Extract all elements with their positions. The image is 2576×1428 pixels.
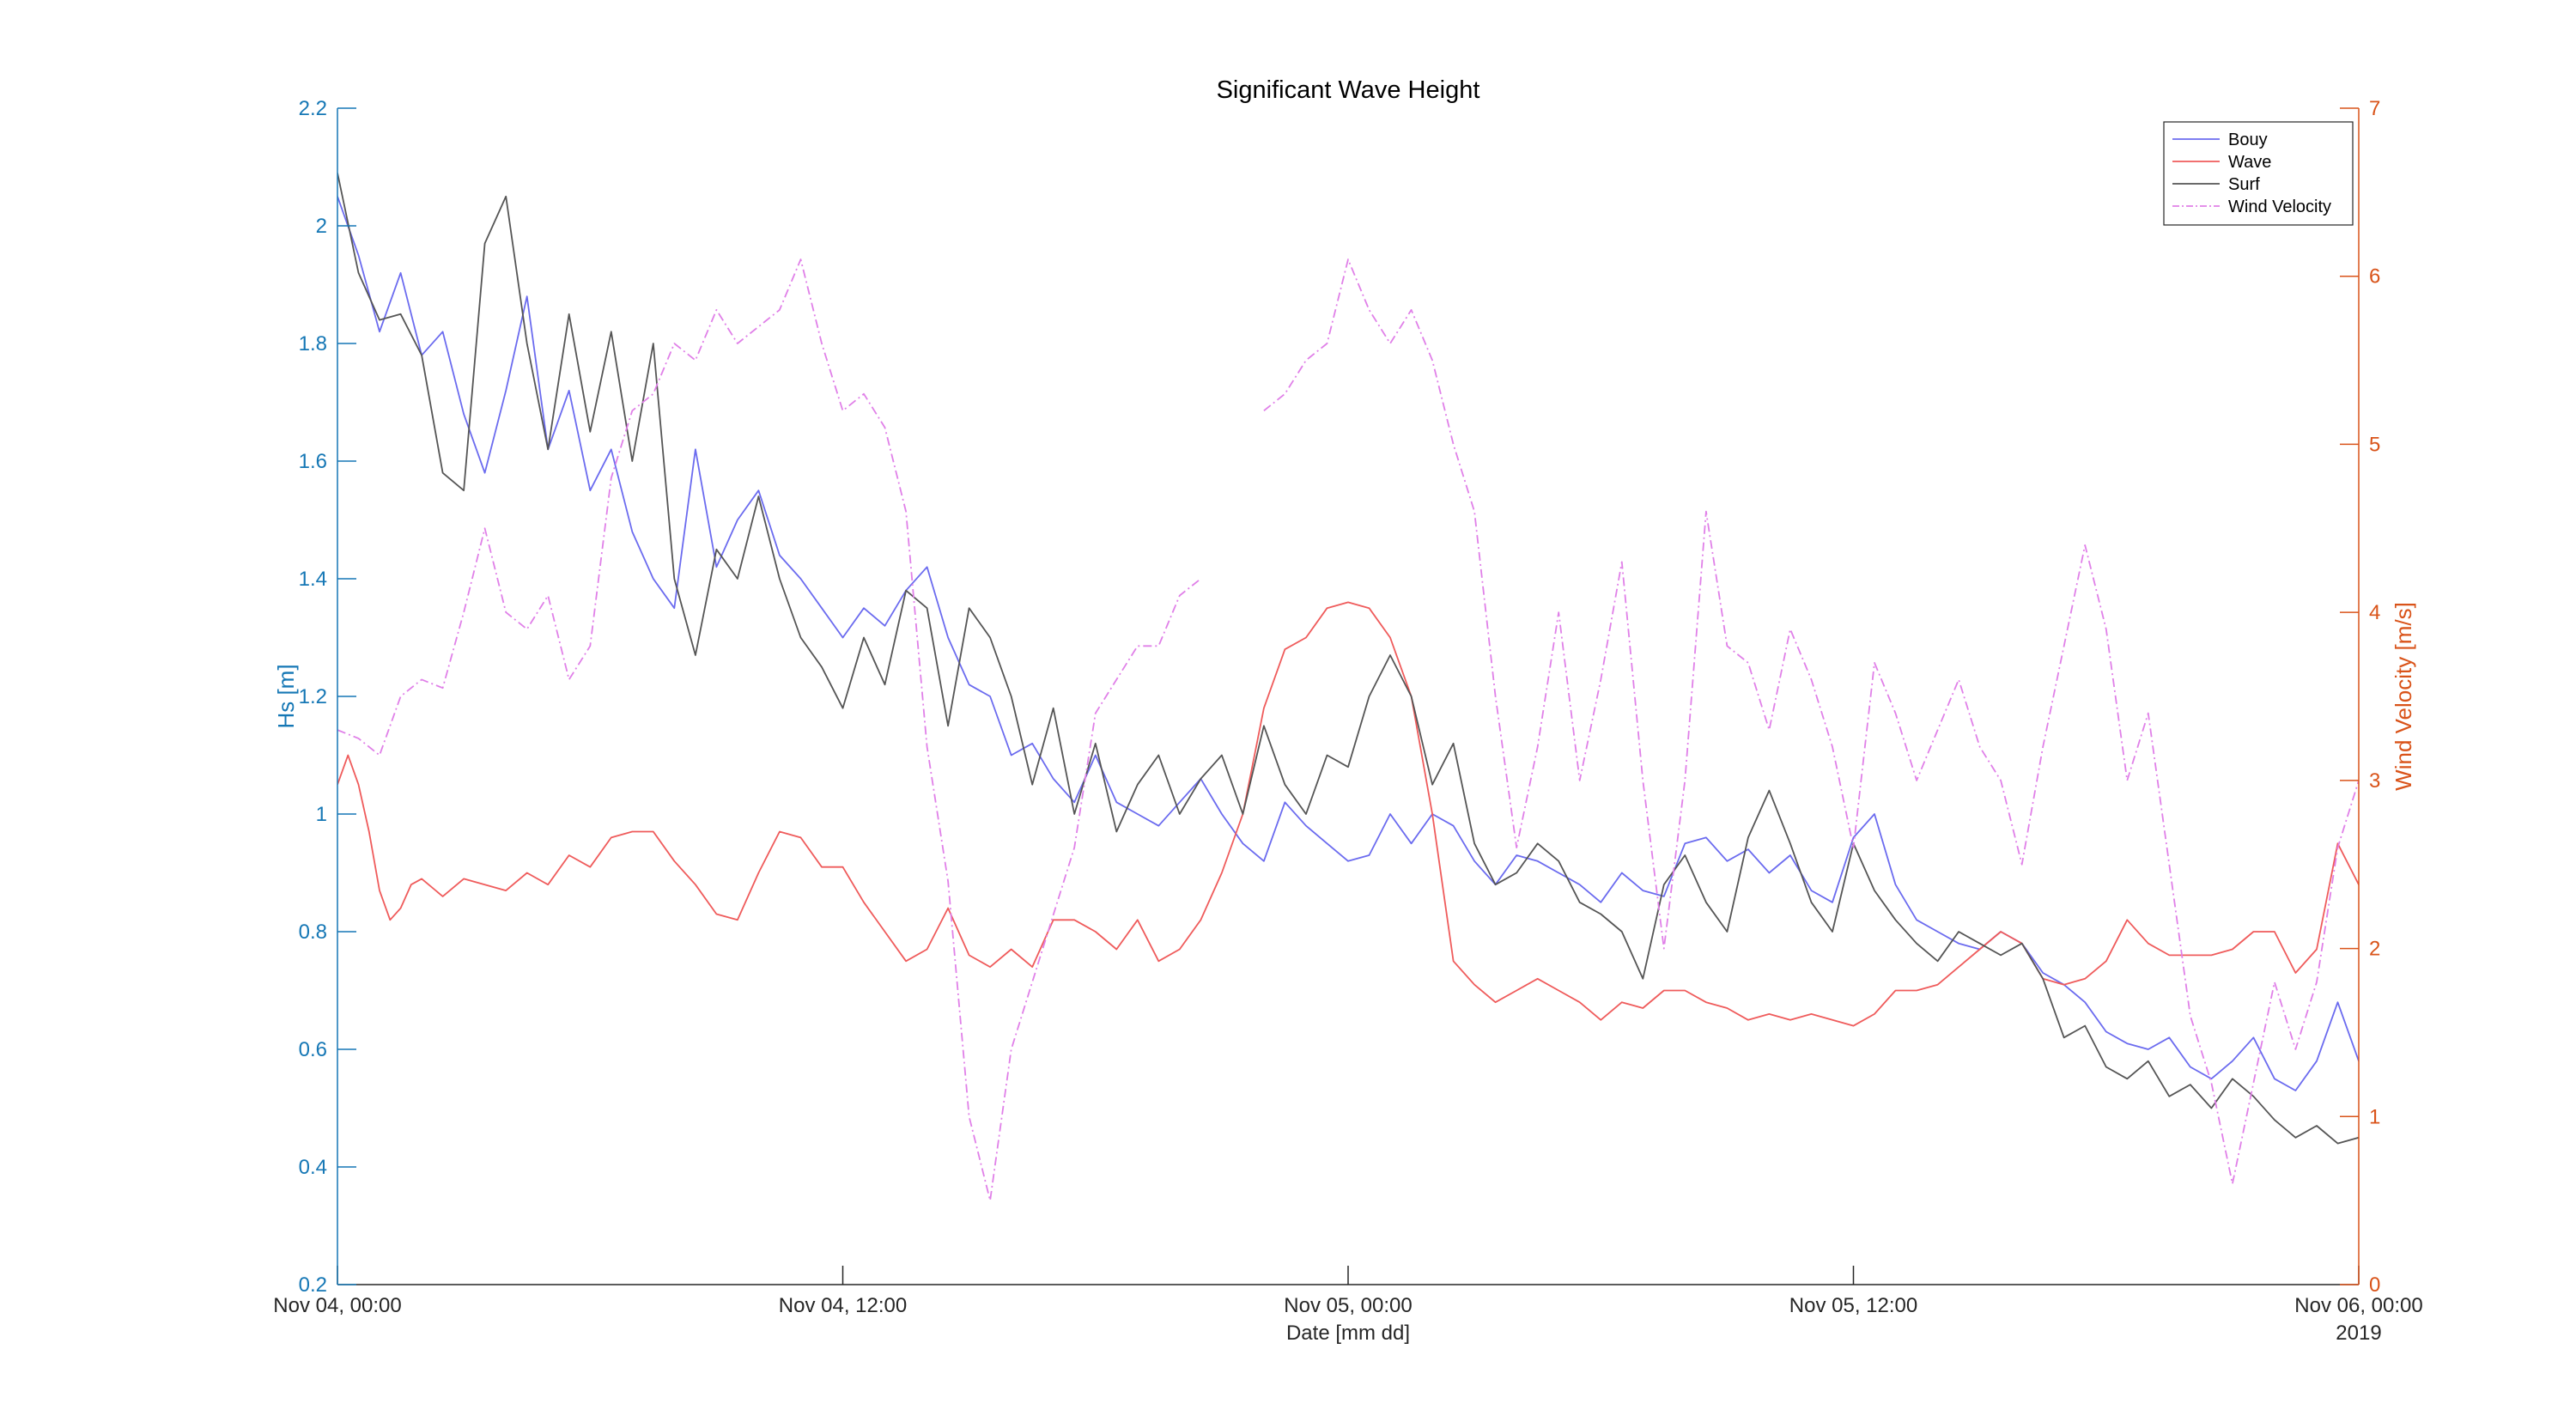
legend-label-bouy: Bouy [2228, 131, 2268, 149]
legend-label-wind-velocity: Wind Velocity [2228, 197, 2331, 216]
left-y-tick-label: 0.6 [299, 1038, 327, 1061]
series-line-wind-velocity-2 [1263, 258, 2359, 1185]
left-y-tick-label: 1.2 [299, 685, 327, 708]
right-y-tick-label: 1 [2369, 1105, 2380, 1128]
series-layer [337, 173, 2359, 1201]
left-y-tick-label: 1.4 [299, 568, 327, 591]
chart-title: Significant Wave Height [1217, 76, 1480, 104]
right-y-tick-label: 6 [2369, 265, 2380, 289]
x-tick-label: Nov 05, 12:00 [1789, 1294, 1917, 1317]
right-y-tick-label: 5 [2369, 433, 2380, 456]
left-y-tick-label: 1 [316, 803, 327, 826]
left-y-tick-label: 0.2 [299, 1273, 327, 1297]
left-y-tick-label: 1.6 [299, 450, 327, 473]
x-tick-label: Nov 05, 00:00 [1284, 1294, 1412, 1317]
x-tick-label: Nov 04, 12:00 [779, 1294, 907, 1317]
left-y-tick-label: 1.8 [299, 332, 327, 355]
series-line-surf [337, 173, 2359, 1145]
left-y-axis-label: Hs [m] [273, 664, 299, 728]
year-label: 2019 [2336, 1322, 2381, 1345]
left-y-tick-label: 0.4 [299, 1156, 327, 1179]
legend[interactable]: Bouy Wave Surf Wind Velocity [2163, 121, 2354, 226]
series-line-wave [337, 601, 2359, 1027]
left-y-tick-label: 2.2 [299, 97, 327, 120]
axes-layer: Nov 04, 00:00 Nov 04, 12:00 Nov 05, 00:00 N… [273, 97, 2423, 1317]
legend-label-wave: Wave [2228, 153, 2271, 172]
x-tick-label: Nov 04, 00:00 [273, 1294, 401, 1317]
left-y-tick-label: 0.8 [299, 921, 327, 944]
x-axis-label: Date [mm dd] [1286, 1322, 1410, 1345]
right-y-tick-label: 7 [2369, 97, 2380, 120]
left-y-tick-label: 2 [316, 215, 327, 238]
x-tick-label: Nov 06, 00:00 [2294, 1294, 2422, 1317]
series-line-wind-velocity-1 [337, 258, 1201, 1201]
right-y-tick-label: 3 [2369, 769, 2380, 793]
series-line-bouy [337, 196, 2359, 1091]
legend-label-surf: Surf [2228, 175, 2260, 194]
right-y-tick-label: 0 [2369, 1273, 2380, 1297]
right-y-tick-label: 2 [2369, 938, 2380, 961]
right-y-tick-label: 4 [2369, 601, 2380, 624]
right-y-axis-label: Wind Velocity [m/s] [2391, 602, 2416, 791]
